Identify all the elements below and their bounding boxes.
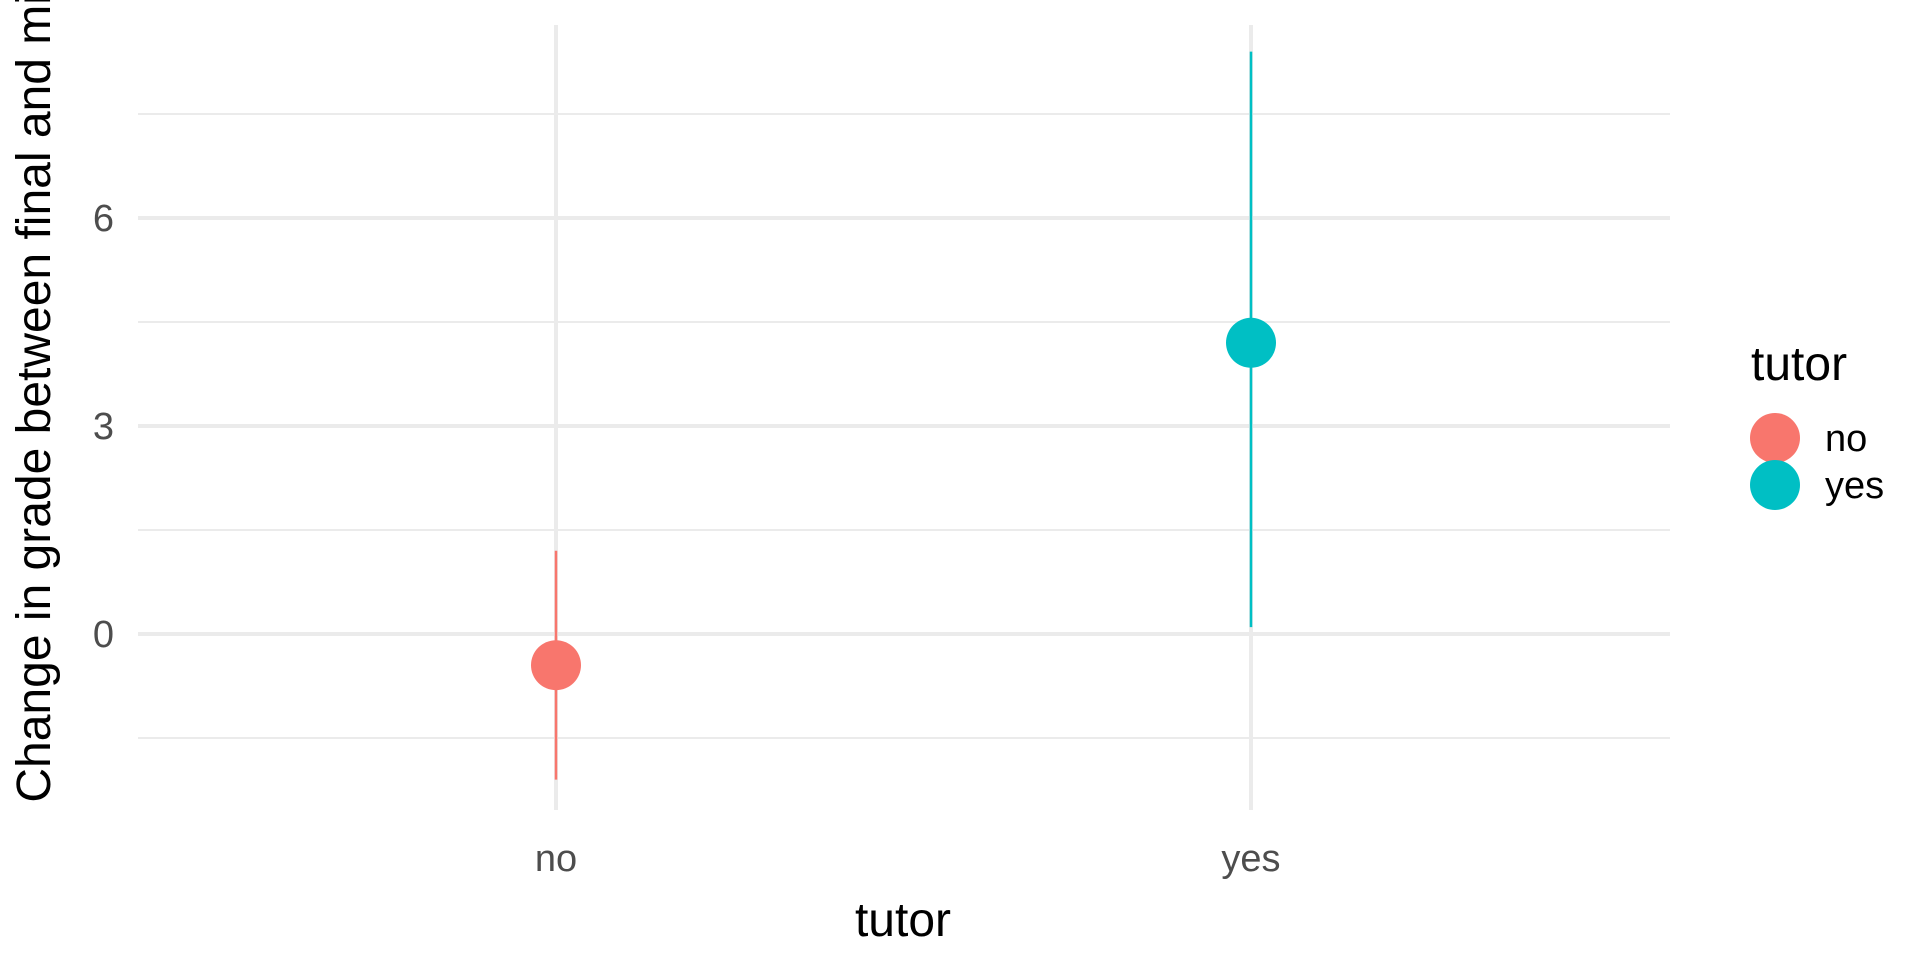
x-tick-label: no [535,838,577,880]
legend-key [1750,413,1800,463]
y-tick-label: 0 [93,614,114,656]
legend-key [1750,460,1800,510]
legend-item: yes [1750,460,1884,510]
grid [138,25,1670,810]
legend-label: yes [1825,465,1884,507]
data-point [531,640,581,691]
legend: tutor no yes [1750,338,1884,510]
pointrange-no [531,550,581,780]
legend-title: tutor [1751,338,1847,391]
x-axis-ticks: no yes [535,838,1281,880]
x-axis-title: tutor [855,894,951,947]
y-axis-title: Change in grade between final and mid [8,0,61,803]
legend-entries: no yes [1750,413,1884,510]
legend-label: no [1825,418,1867,460]
y-tick-label: 3 [93,406,114,448]
y-axis-ticks: 0 3 6 [93,198,114,656]
plot-marks [531,51,1276,780]
pointrange-yes [1226,51,1276,628]
x-tick-label: yes [1221,838,1280,880]
legend-item: no [1750,413,1867,463]
data-point [1226,317,1276,368]
y-tick-label: 6 [93,198,114,240]
